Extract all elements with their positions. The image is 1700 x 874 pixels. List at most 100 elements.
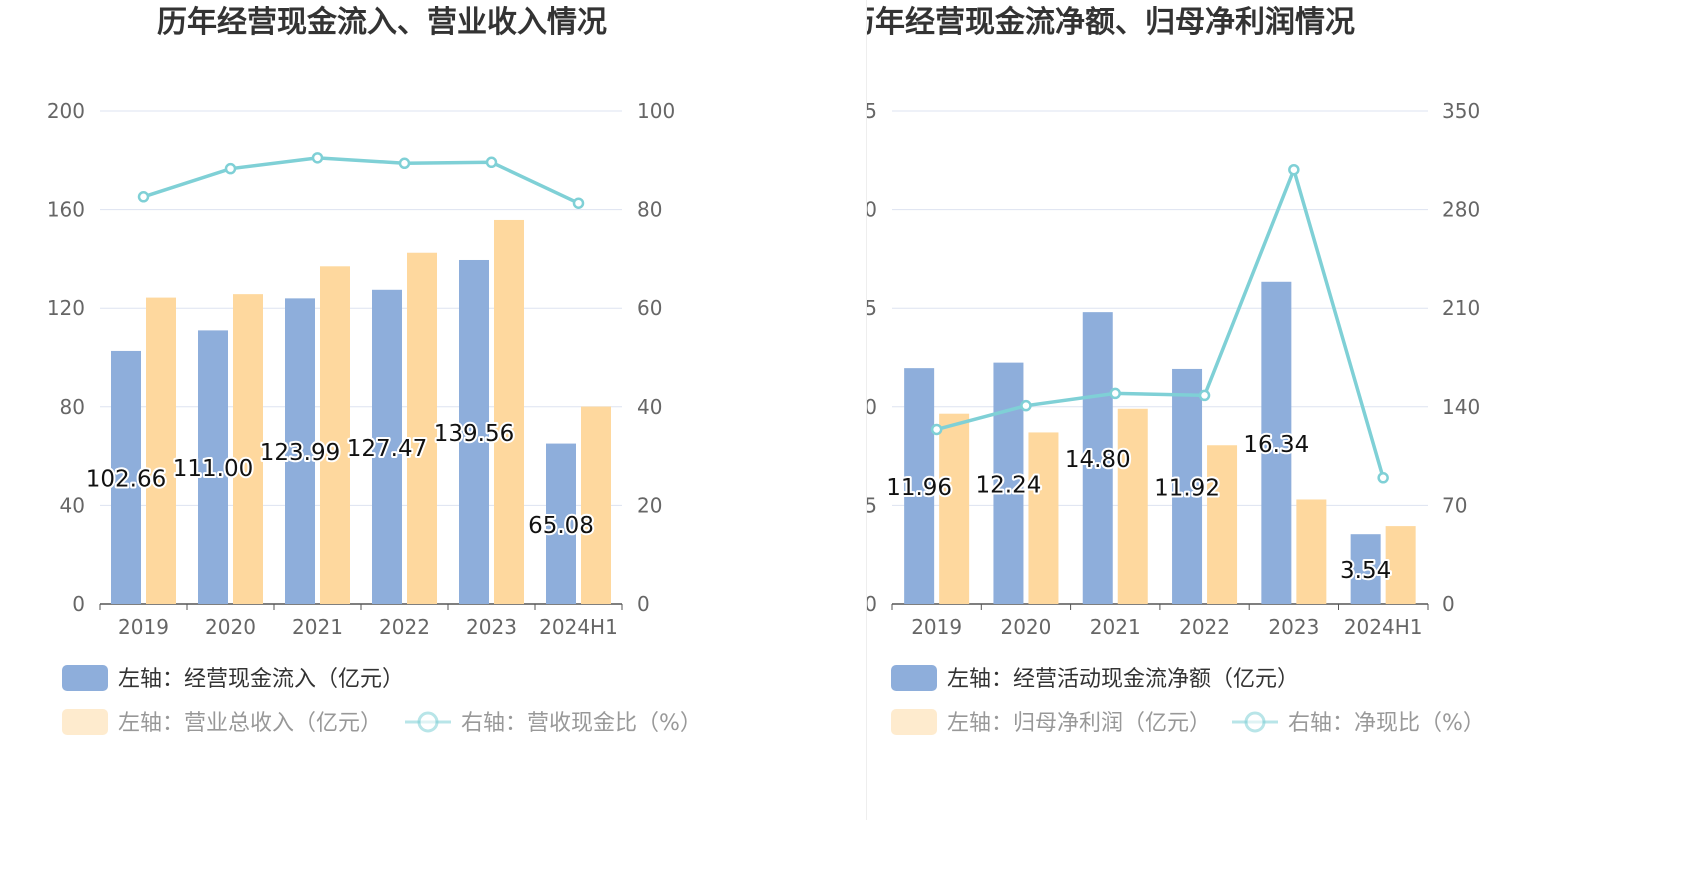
- line-point: [930, 423, 943, 436]
- x-axis-tick-label: 2021: [292, 615, 343, 639]
- line-point: [1288, 163, 1300, 176]
- bar-data-label: 111.00: [173, 456, 253, 482]
- right-axis-tick-label: 20: [637, 493, 662, 517]
- x-axis-tick-label: 2023: [1268, 615, 1319, 639]
- left-axis-tick-label: 5: [867, 493, 877, 517]
- legend-label: 右轴：营收现金比（%）: [461, 711, 702, 736]
- legend-label: 右轴：净现比（%）: [1288, 711, 1485, 736]
- bar-secondary: [1028, 432, 1059, 604]
- left-axis-tick-label: 0: [867, 592, 877, 616]
- line-point: [311, 152, 324, 164]
- legend-item-secondary: 左轴：营业总收入（亿元）: [62, 709, 382, 736]
- right-chart-panel: 历年经营现金流净额、归母净利润情况 0 0 5 70 10 140 15 210 20 280 25 3…: [845, 0, 1700, 824]
- legend-swatch: [891, 665, 937, 691]
- bar-secondary: [939, 413, 970, 604]
- bar-primary: [904, 368, 935, 604]
- x-axis-tick-label: 2024H1: [1344, 615, 1423, 639]
- bar-secondary: [1385, 526, 1416, 604]
- bar-primary: [1082, 312, 1113, 604]
- legend-swatch: [62, 665, 108, 691]
- bar-secondary: [320, 266, 350, 604]
- left-axis-tick-label: 25: [867, 99, 877, 123]
- panel-divider: [866, 0, 867, 820]
- line-point: [224, 162, 237, 175]
- right-axis-tick-label: 0: [1442, 592, 1455, 616]
- left-axis-tick-label: 20: [867, 198, 877, 222]
- line-point: [1020, 399, 1032, 412]
- right-axis-tick-label: 100: [637, 99, 675, 123]
- left-axis-tick-label: 80: [60, 395, 85, 419]
- x-axis-tick-label: 2023: [466, 615, 517, 639]
- bar-data-label: 123.99: [260, 440, 340, 466]
- bar-primary: [372, 289, 402, 604]
- line-point: [1198, 389, 1211, 402]
- left-axis-tick-label: 40: [60, 493, 85, 517]
- x-axis-tick-label: 2019: [118, 615, 169, 639]
- bar-data-label: 139.56: [434, 421, 514, 447]
- x-axis-tick-label: 2020: [1000, 615, 1051, 639]
- right-axis-tick-label: 60: [637, 296, 662, 320]
- chart-title: 历年经营现金流净额、归母净利润情况: [867, 5, 1355, 40]
- cash-inflow-revenue-chart: 历年经营现金流入、营业收入情况 0 0 40 20 80 40 120 60 160 80 200 10…: [47, 5, 702, 736]
- right-axis-tick-label: 0: [637, 592, 650, 616]
- line-point: [137, 191, 150, 203]
- x-axis-tick-label: 2022: [379, 615, 430, 639]
- bar-data-label: 12.24: [976, 472, 1042, 498]
- line-point: [572, 197, 585, 209]
- bar-secondary: [1117, 408, 1148, 604]
- bar-primary: [198, 330, 228, 604]
- bar-secondary: [494, 219, 524, 604]
- left-axis-tick-label: 120: [47, 296, 85, 320]
- left-axis-tick-label: 160: [47, 198, 85, 222]
- bar-secondary: [146, 297, 176, 604]
- legend-label: 左轴：营业总收入（亿元）: [118, 711, 382, 736]
- bar-primary: [285, 298, 315, 604]
- bar-secondary: [1296, 499, 1327, 604]
- legend-label: 左轴：经营现金流入（亿元）: [118, 667, 404, 692]
- legend-swatch: [891, 709, 937, 735]
- right-axis-tick-label: 40: [637, 395, 662, 419]
- legend-swatch: [62, 709, 108, 735]
- right-axis-tick-label: 280: [1442, 198, 1480, 222]
- bar-data-label: 14.80: [1065, 447, 1131, 473]
- legend-line-marker: [417, 711, 439, 733]
- bar-primary: [459, 259, 489, 604]
- bar-data-label: 16.34: [1243, 432, 1309, 458]
- x-axis-tick-label: 2024H1: [539, 615, 618, 639]
- bar-primary: [111, 350, 141, 604]
- left-axis-tick-label: 0: [72, 592, 85, 616]
- chart-title: 历年经营现金流入、营业收入情况: [157, 5, 607, 40]
- right-axis-tick-label: 210: [1442, 296, 1480, 320]
- line-point: [485, 156, 498, 169]
- bar-secondary: [407, 252, 437, 605]
- legend-line-marker: [1244, 711, 1266, 733]
- bar-data-label: 102.66: [86, 466, 166, 492]
- right-axis-tick-label: 350: [1442, 99, 1480, 123]
- bar-data-label: 3.54: [1340, 558, 1391, 584]
- line-point: [1109, 387, 1121, 400]
- bar-secondary: [1207, 445, 1238, 604]
- legend-item-secondary: 左轴：归母净利润（亿元）: [891, 709, 1211, 736]
- legend-label: 左轴：经营活动现金流净额（亿元）: [947, 667, 1299, 692]
- line-point: [398, 157, 411, 170]
- bar-primary: [993, 362, 1024, 604]
- right-axis-tick-label: 140: [1442, 395, 1480, 419]
- bar-data-label: 11.96: [886, 475, 952, 501]
- legend-label: 左轴：归母净利润（亿元）: [947, 711, 1211, 736]
- x-axis-tick-label: 2022: [1179, 615, 1230, 639]
- line-point: [1377, 472, 1389, 484]
- right-axis-tick-label: 80: [637, 198, 662, 222]
- x-axis-tick-label: 2021: [1090, 615, 1141, 639]
- line-series: [936, 164, 1385, 479]
- left-axis-tick-label: 15: [867, 296, 877, 320]
- left-axis-tick-label: 200: [47, 99, 85, 123]
- bar-data-label: 65.08: [528, 513, 594, 539]
- bar-primary: [546, 443, 576, 604]
- bar-data-label: 11.92: [1154, 475, 1220, 501]
- bar-primary: [1350, 534, 1381, 604]
- net-cash-flow-profit-chart: 历年经营现金流净额、归母净利润情况 0 0 5 70 10 140 15 210 20 280 25 3…: [845, 5, 1485, 736]
- x-axis-tick-label: 2020: [205, 615, 256, 639]
- line-series: [142, 156, 580, 205]
- bar-secondary: [581, 406, 611, 604]
- left-axis-tick-label: 10: [867, 395, 877, 419]
